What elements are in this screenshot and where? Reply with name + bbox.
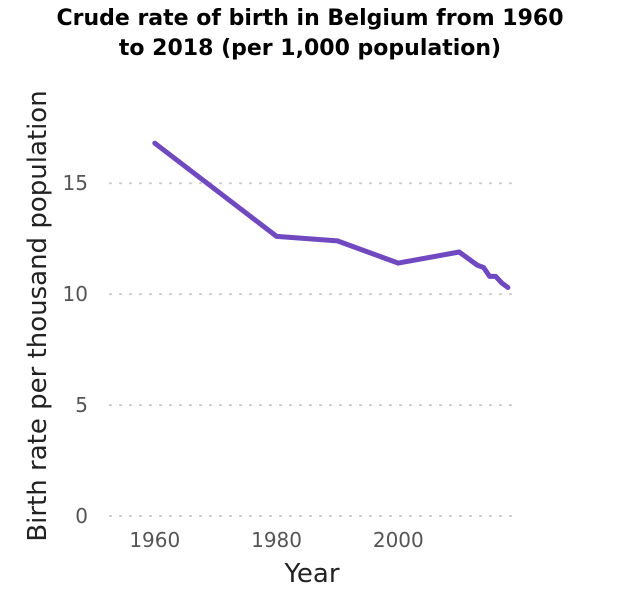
series-group [152, 140, 511, 290]
x-tick-label-2000: 2000 [373, 528, 424, 552]
x-tick-label-1960: 1960 [129, 528, 180, 552]
chart-title-line-2: to 2018 (per 1,000 population) [118, 36, 502, 61]
x-axis-label: Year [283, 559, 339, 589]
y-tick-labels: 0 5 10 15 [63, 171, 88, 528]
chart-title-line-1: Crude rate of birth in Belgium from 1960 [56, 6, 564, 31]
chart-title: Crude rate of birth in Belgium from 1960… [0, 4, 620, 64]
y-tick-label-10: 10 [63, 282, 88, 306]
series-line-0 [152, 140, 511, 290]
y-tick-label-0: 0 [75, 504, 88, 528]
y-tick-label-5: 5 [75, 393, 88, 417]
y-axis-label: Birth rate per thousand population [23, 90, 53, 541]
x-tick-labels: 1960 1980 2000 [129, 528, 423, 552]
gridlines [109, 182, 515, 517]
x-tick-label-1980: 1980 [251, 528, 302, 552]
y-tick-label-15: 15 [63, 171, 88, 195]
